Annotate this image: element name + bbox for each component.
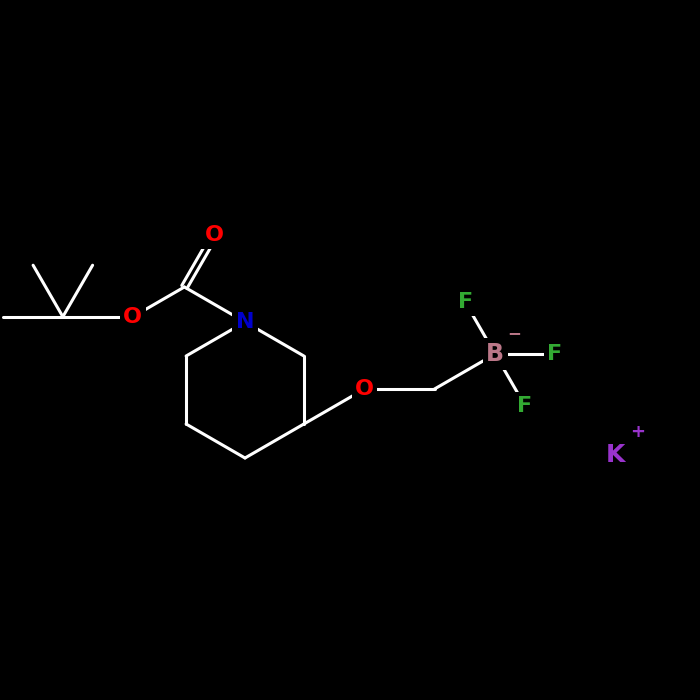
Text: B: B bbox=[486, 342, 504, 366]
Text: −: − bbox=[507, 324, 521, 342]
Text: F: F bbox=[547, 344, 562, 364]
Text: F: F bbox=[458, 293, 473, 312]
Text: O: O bbox=[204, 225, 223, 246]
Text: N: N bbox=[236, 312, 254, 332]
Text: K: K bbox=[606, 443, 624, 467]
Text: O: O bbox=[355, 379, 374, 399]
Text: O: O bbox=[123, 307, 142, 327]
Text: F: F bbox=[517, 395, 533, 416]
Text: +: + bbox=[630, 423, 645, 441]
